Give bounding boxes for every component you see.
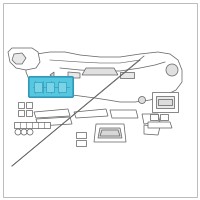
Polygon shape xyxy=(14,122,50,128)
Polygon shape xyxy=(50,72,54,78)
Polygon shape xyxy=(76,140,86,146)
Bar xyxy=(26,110,32,116)
Polygon shape xyxy=(156,96,174,108)
FancyBboxPatch shape xyxy=(29,77,73,97)
Polygon shape xyxy=(76,132,86,138)
Bar xyxy=(58,82,66,92)
Polygon shape xyxy=(110,110,138,118)
Bar xyxy=(34,82,42,92)
Polygon shape xyxy=(82,68,118,75)
Polygon shape xyxy=(12,53,26,64)
Polygon shape xyxy=(142,114,160,124)
Polygon shape xyxy=(26,52,182,102)
Polygon shape xyxy=(150,114,158,120)
Polygon shape xyxy=(68,72,80,78)
Polygon shape xyxy=(158,99,172,105)
Circle shape xyxy=(166,64,178,76)
Polygon shape xyxy=(8,48,40,70)
Polygon shape xyxy=(160,114,168,120)
Polygon shape xyxy=(34,109,70,118)
Polygon shape xyxy=(120,72,134,78)
Circle shape xyxy=(138,97,146,104)
Polygon shape xyxy=(148,122,172,128)
Polygon shape xyxy=(144,125,160,135)
Bar xyxy=(18,102,24,108)
Circle shape xyxy=(15,129,21,135)
Polygon shape xyxy=(94,124,126,142)
Polygon shape xyxy=(98,128,122,138)
Polygon shape xyxy=(100,130,120,136)
Polygon shape xyxy=(36,117,72,126)
Circle shape xyxy=(27,129,33,135)
Bar xyxy=(26,102,32,108)
Bar xyxy=(18,110,24,116)
Circle shape xyxy=(21,129,27,135)
Bar xyxy=(46,82,54,92)
Polygon shape xyxy=(152,92,178,112)
Polygon shape xyxy=(74,109,108,118)
